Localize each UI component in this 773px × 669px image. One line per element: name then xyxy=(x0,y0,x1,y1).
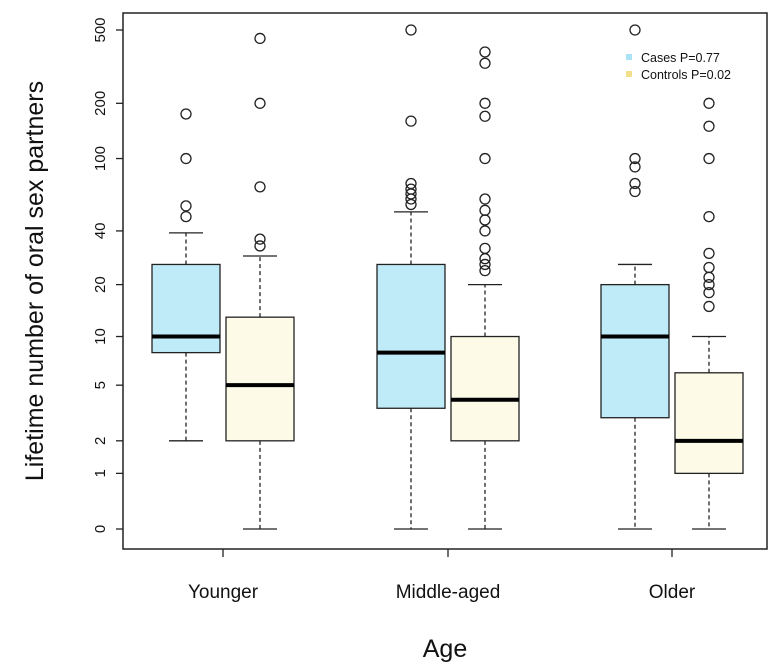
outlier-point xyxy=(703,247,715,260)
y-tick-label: 2 xyxy=(92,437,109,445)
outlier-point xyxy=(479,264,491,277)
outlier-point xyxy=(479,110,491,122)
y-tick-label: 10 xyxy=(92,328,109,345)
outlier-point xyxy=(703,271,715,283)
outlier-point xyxy=(405,183,417,195)
outlier-point xyxy=(479,225,491,237)
outlier-point xyxy=(703,261,715,274)
iqr-box xyxy=(225,316,295,442)
box-controls xyxy=(450,46,520,530)
box-groups xyxy=(151,24,744,530)
outlier-point xyxy=(254,181,266,193)
y-tick-label: 0 xyxy=(92,525,109,533)
outlier-point xyxy=(629,177,641,190)
iqr-box xyxy=(450,335,520,442)
outlier-point xyxy=(703,287,715,299)
outlier-point xyxy=(405,115,417,127)
outlier-point xyxy=(180,108,192,120)
legend-label: Controls P=0.02 xyxy=(641,68,731,82)
outlier-point xyxy=(254,32,266,45)
y-tick-label: 100 xyxy=(92,146,109,171)
iqr-box xyxy=(376,263,446,409)
outlier-point xyxy=(180,152,192,165)
plot-frame xyxy=(122,12,768,550)
outlier-point xyxy=(703,300,715,313)
outlier-point xyxy=(254,97,266,109)
legend: Cases P=0.77 Controls P=0.02 xyxy=(626,51,731,82)
outlier-point xyxy=(405,24,417,36)
y-tick-label: 40 xyxy=(92,223,109,240)
iqr-box xyxy=(151,263,221,354)
iqr-box xyxy=(600,283,670,419)
iqr-box xyxy=(674,372,744,475)
legend-swatch xyxy=(626,71,632,77)
y-axis: 0 1 2 5 10 20 40 100 200 500 xyxy=(92,17,123,533)
outlier-point xyxy=(703,120,715,132)
y-tick-label: 200 xyxy=(92,91,109,116)
outlier-point xyxy=(479,152,491,165)
x-tick-label: Older xyxy=(649,582,696,603)
outlier-point xyxy=(479,97,491,109)
box-cases xyxy=(376,24,446,530)
box-cases xyxy=(600,24,670,530)
outlier-point xyxy=(479,193,491,205)
outlier-point xyxy=(629,152,641,165)
outlier-point xyxy=(479,214,491,226)
outlier-point xyxy=(479,204,491,216)
outlier-point xyxy=(180,200,192,212)
x-tick-label: Younger xyxy=(188,582,259,603)
legend-swatch xyxy=(626,54,632,60)
x-axis-label: Age xyxy=(423,635,467,663)
outlier-point xyxy=(703,278,715,291)
outlier-point xyxy=(703,152,715,165)
x-tick-label: Middle-aged xyxy=(396,582,501,603)
outlier-point xyxy=(479,258,491,271)
legend-label: Cases P=0.77 xyxy=(641,51,720,65)
outlier-point xyxy=(405,177,417,190)
y-tick-label: 1 xyxy=(92,469,109,477)
outlier-point xyxy=(479,242,491,254)
y-tick-label: 20 xyxy=(92,276,109,293)
outlier-point xyxy=(703,97,715,109)
y-tick-label: 500 xyxy=(92,17,109,42)
outlier-point xyxy=(629,185,641,198)
outlier-point xyxy=(254,240,266,252)
y-axis-label: Lifetime number of oral sex partners xyxy=(21,81,49,481)
outlier-point xyxy=(479,57,491,69)
y-tick-label: 5 xyxy=(92,381,109,389)
box-cases xyxy=(151,108,221,442)
outlier-point xyxy=(180,210,192,223)
outlier-point xyxy=(479,46,491,58)
box-controls xyxy=(225,32,295,530)
outlier-point xyxy=(629,24,641,36)
outlier-point xyxy=(629,161,641,173)
outlier-point xyxy=(703,210,715,223)
box-controls xyxy=(674,97,744,530)
outlier-point xyxy=(254,233,266,245)
outlier-point xyxy=(479,253,491,265)
x-axis: Younger Middle-aged Older xyxy=(188,549,696,603)
